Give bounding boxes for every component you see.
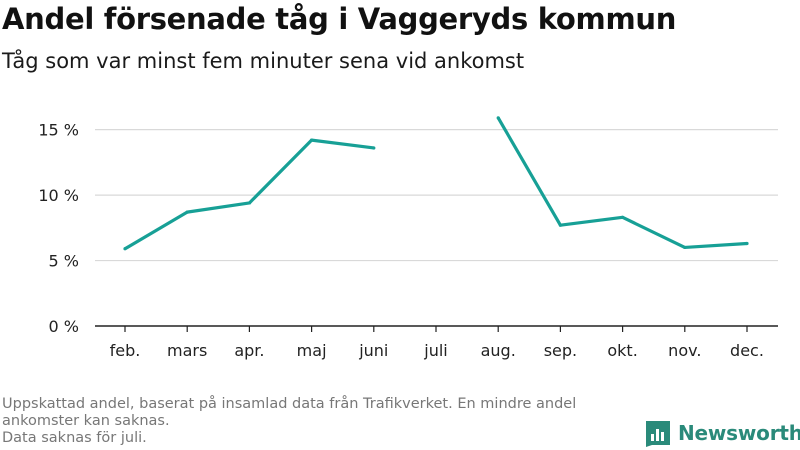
- footnote-line-2: ankomster kan saknas.: [2, 413, 170, 429]
- y-tick-label: 10 %: [38, 186, 79, 205]
- series-line: [496, 117, 748, 250]
- x-tick-label: aug.: [481, 341, 516, 360]
- bar-chart-logo-icon: [646, 421, 670, 447]
- newsworthy-logo: Newsworthy: [644, 419, 800, 447]
- data-point: [372, 146, 376, 150]
- data-point: [621, 215, 625, 219]
- y-tick-label: 0 %: [49, 317, 79, 336]
- x-tick-label: sep.: [544, 341, 577, 360]
- brand-name: Newsworthy: [678, 421, 800, 445]
- chart-subtitle: Tåg som var minst fem minuter sena vid a…: [2, 49, 525, 73]
- footnote-line-3: Data saknas för juli.: [2, 430, 147, 446]
- chart-title: Andel försenade tåg i Vaggeryds kommun: [2, 2, 677, 36]
- x-tick-label: dec.: [730, 341, 764, 360]
- x-tick-label: nov.: [668, 341, 701, 360]
- data-point: [683, 245, 687, 250]
- data-point: [310, 138, 314, 142]
- data-point: [123, 247, 127, 251]
- y-tick-label: 15 %: [38, 121, 79, 140]
- x-tick-label: okt.: [607, 341, 637, 360]
- series-line: [124, 138, 375, 251]
- footnote: Uppskattad andel, baserat på insamlad da…: [2, 396, 642, 447]
- x-tick-label: juni: [358, 341, 388, 360]
- footnote-line-1: Uppskattad andel, baserat på insamlad da…: [2, 396, 577, 412]
- data-point: [247, 201, 251, 205]
- x-tick-label: maj: [297, 341, 327, 360]
- x-tick-label: feb.: [110, 341, 141, 360]
- y-tick-label: 5 %: [49, 252, 79, 271]
- x-tick-label: apr.: [234, 341, 264, 360]
- x-tick-label: juli: [423, 341, 447, 360]
- data-point: [558, 223, 563, 227]
- data-point: [496, 116, 500, 120]
- data-point: [745, 241, 749, 246]
- data-point: [185, 210, 189, 214]
- x-tick-label: mars: [167, 341, 207, 360]
